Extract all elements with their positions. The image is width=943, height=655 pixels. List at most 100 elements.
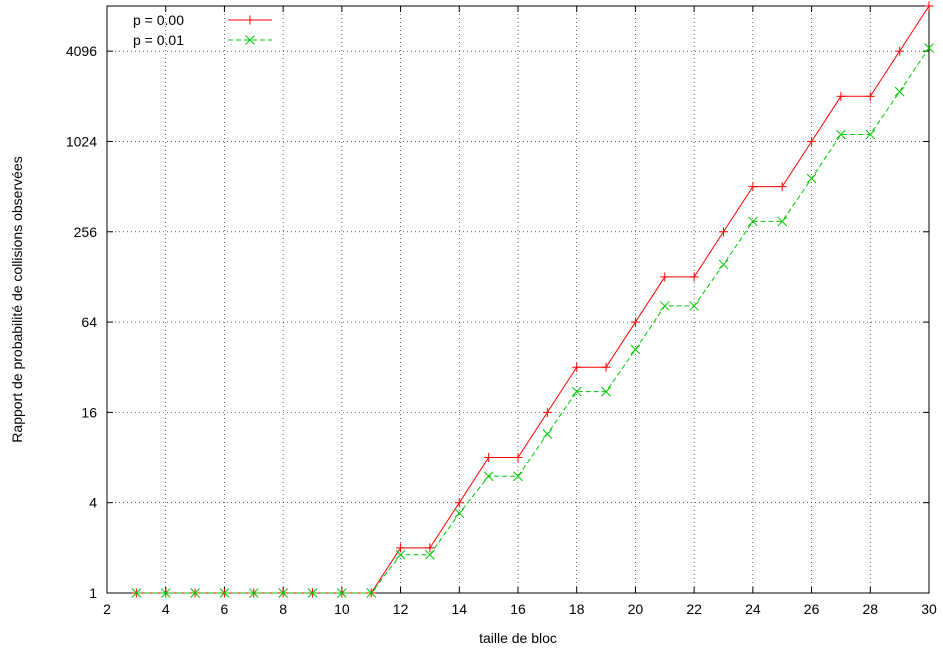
x-tick-label: 24 [745,601,761,617]
series-line-1 [136,47,930,594]
y-tick-label: 16 [81,404,97,420]
y-tick-label: 64 [81,314,97,330]
marker-stroke [131,588,142,598]
axis-ticks: 2 4 6 8 10 12 14 16 18 20 22 24 26 28 3014166425610244… [66,6,937,617]
data-point [718,259,729,270]
y-tick-label: 1024 [66,133,97,149]
x-tick-label: 4 [162,601,170,617]
x-tick-label: 14 [451,601,467,617]
legend: p = 0.00 p = 0.01 [133,12,272,48]
marker-stroke [219,588,230,598]
data-point [630,344,641,355]
x-tick-label: 8 [279,601,287,617]
x-tick-label: 28 [862,601,878,617]
data-point [689,301,699,311]
data-point [924,1,934,11]
data-point [542,429,553,439]
legend-label: p = 0.01 [133,32,184,48]
data-point [836,91,846,101]
marker-stroke [307,588,318,598]
data-point [160,588,171,598]
data-point [601,362,611,372]
data-point [865,129,876,140]
marker-stroke [571,386,582,397]
data-point [454,508,465,519]
data-point [777,216,788,227]
data-point [689,272,699,282]
data-point [659,301,670,311]
data-point [836,129,846,140]
data-point [366,588,377,598]
data-point [777,182,787,192]
x-tick-label: 6 [221,601,229,617]
data-point [190,588,200,598]
x-tick-label: 12 [393,601,409,617]
data-point [484,453,494,463]
marker-stroke [601,386,611,397]
data-point [748,182,758,192]
y-axis-label: Rapport de probabilité de collisions obs… [9,156,25,442]
data-point [425,549,435,560]
data-point [660,272,670,282]
data-point [571,386,582,397]
data-point [248,588,259,598]
marker-stroke [513,471,523,482]
data-point [807,136,817,146]
data-point [278,588,288,598]
data-point [601,386,611,397]
y-tick-label: 1 [89,585,97,601]
data-point [396,543,406,553]
marker-stroke [630,344,641,355]
y-tick-label: 4096 [66,43,97,59]
marker-stroke [425,549,435,560]
legend-label: p = 0.00 [133,12,184,28]
y-tick-label: 256 [74,224,98,240]
data-point [483,471,494,482]
marker-stroke [366,588,377,598]
legend-marker [245,15,255,25]
data-point [894,86,905,97]
marker-stroke [542,429,553,439]
x-tick-label: 26 [804,601,820,617]
marker-stroke [748,216,758,227]
marker-stroke [777,216,788,227]
data-point [924,43,934,53]
marker-stroke [337,588,347,598]
marker-stroke [454,508,465,519]
marker-stroke [395,549,406,560]
marker-stroke [689,301,699,311]
data-point [219,588,230,598]
x-tick-label: 16 [510,601,526,617]
data-point [454,498,464,508]
marker-stroke [806,173,817,184]
marker-stroke [659,301,670,311]
series-line-0 [136,5,930,594]
x-axis-label: taille de bloc [479,630,557,646]
data-point [131,588,142,598]
data-point [542,407,552,417]
data-point [307,588,318,598]
marker-stroke [160,588,171,598]
marker-stroke [248,588,259,598]
data-point [513,471,523,482]
data-point [395,549,406,560]
x-tick-label: 18 [569,601,585,617]
marker-stroke [924,43,934,53]
series-layer [131,1,934,598]
data-point [865,91,875,101]
marker-stroke [836,129,846,140]
grid [107,6,929,593]
data-point [337,588,347,598]
data-point [748,216,758,227]
data-point [572,362,582,372]
marker-stroke [483,471,494,482]
data-point [895,46,905,56]
marker-stroke [718,259,729,270]
x-tick-label: 22 [686,601,702,617]
data-point [513,453,523,463]
marker-stroke [894,86,905,97]
data-point [719,227,728,237]
marker-stroke [190,588,200,598]
data-point [806,173,817,184]
